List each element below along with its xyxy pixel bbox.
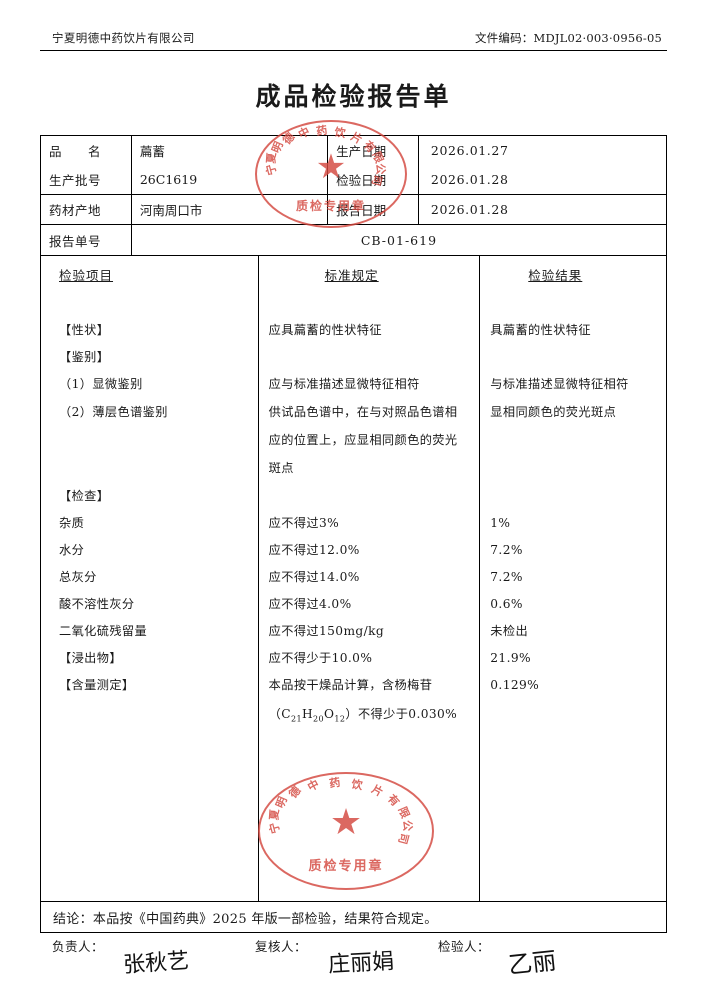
batch-value: 26C1619 xyxy=(130,165,329,195)
item-acid-insoluble: 酸不溶性灰分 xyxy=(59,597,135,611)
formula-prefix: （C xyxy=(268,707,291,721)
document-code-value: MDJL02·003·0956-05 xyxy=(533,31,662,45)
column-header-result: 检验结果 xyxy=(528,268,583,283)
standard-moisture: 应不得过12.0% xyxy=(268,543,360,557)
table-row: 品 名 萹蓄 生产日期 2026.01.27 xyxy=(40,135,668,165)
product-name-value: 萹蓄 xyxy=(130,135,329,165)
formula-h: H xyxy=(301,707,313,721)
item-impurities: 杂质 xyxy=(59,516,85,530)
formula-sub-o: 12 xyxy=(334,714,346,724)
report-date-value: 2026.01.28 xyxy=(417,194,668,225)
standard-acid-insoluble: 应不得过4.0% xyxy=(268,597,352,611)
inspector-label: 检验人： xyxy=(438,939,491,954)
item-assay: 【含量测定】 xyxy=(59,678,135,692)
formula-suffix: ）不得少于0.030% xyxy=(345,707,458,721)
report-no-value: CB-01-619 xyxy=(130,224,668,256)
reviewer-signature: 庄丽娟 xyxy=(327,949,395,978)
result-acid-insoluble: 0.6% xyxy=(490,597,523,611)
standard-impurities: 应不得过3% xyxy=(268,516,340,530)
item-so2-residue: 二氧化硫残留量 xyxy=(59,624,148,638)
standard-microscopic: 应与标准描述显微特征相符 xyxy=(268,377,420,391)
item-moisture: 水分 xyxy=(59,543,85,557)
document-header: 宁夏明德中药饮片有限公司 文件编码：MDJL02·003·0956-05 xyxy=(40,20,667,50)
inspection-date-value: 2026.01.28 xyxy=(417,165,668,195)
results-table: 检验项目 【性状】 【鉴别】 （1）显微鉴别 （2）薄层色谱鉴别 【检查】 杂质… xyxy=(40,256,667,902)
standard-total-ash: 应不得过14.0% xyxy=(268,570,360,584)
conclusion-table: 结论：本品按《中国药典》2025 年版一部检验，结果符合规定。 xyxy=(40,902,667,933)
results-item-column: 检验项目 【性状】 【鉴别】 （1）显微鉴别 （2）薄层色谱鉴别 【检查】 杂质… xyxy=(40,256,259,902)
item-jiancha: 【检查】 xyxy=(59,489,110,503)
formula-sub-c: 21 xyxy=(290,714,302,724)
results-result-column: 检验结果 具萹蓄的性状特征 与标准描述显微特征相符 显相同颜色的荧光斑点 1% … xyxy=(480,256,667,902)
table-row: 报告单号 CB-01-619 xyxy=(40,224,668,256)
document-code: 文件编码：MDJL02·003·0956-05 xyxy=(475,30,662,46)
standard-tlc-line3: 斑点 xyxy=(268,461,294,475)
formula-sub-h: 20 xyxy=(312,714,324,724)
standard-so2-residue: 应不得过150mg/kg xyxy=(268,624,385,638)
page-title: 成品检验报告单 xyxy=(255,82,452,111)
item-jianbie: 【鉴别】 xyxy=(59,350,110,364)
result-impurities: 1% xyxy=(490,516,511,530)
result-assay: 0.129% xyxy=(490,678,540,692)
origin-label: 药材产地 xyxy=(40,194,132,225)
signature-row: 负责人： 张秋艺 复核人： 庄丽娟 检验人： 乙丽 xyxy=(40,933,667,995)
product-name-label: 品 名 xyxy=(40,135,132,165)
manager-label: 负责人： xyxy=(52,939,105,954)
result-microscopic: 与标准描述显微特征相符 xyxy=(490,377,629,391)
result-xingzhuang: 具萹蓄的性状特征 xyxy=(490,323,591,337)
conclusion-text: 结论：本品按《中国药典》2025 年版一部检验，结果符合规定。 xyxy=(40,902,667,933)
origin-value: 河南周口市 xyxy=(130,194,329,225)
column-header-item: 检验项目 xyxy=(59,268,114,283)
result-total-ash: 7.2% xyxy=(490,570,523,584)
company-name: 宁夏明德中药饮片有限公司 xyxy=(52,31,195,45)
item-extractives: 【浸出物】 xyxy=(59,651,122,665)
report-date-label: 报告日期 xyxy=(327,194,419,225)
standard-extractives: 应不得少于10.0% xyxy=(268,651,373,665)
results-standard-column: 标准规定 应具萹蓄的性状特征 应与标准描述显微特征相符 供试品色谱中，在与对照品… xyxy=(258,256,481,902)
result-extractives: 21.9% xyxy=(490,651,531,665)
item-tlc: （2）薄层色谱鉴别 xyxy=(59,405,168,419)
standard-assay-line2: （C21H20O12）不得少于0.030% xyxy=(269,708,458,723)
header-divider xyxy=(40,50,667,51)
result-so2-residue: 未检出 xyxy=(490,624,529,638)
table-row: 药材产地 河南周口市 报告日期 2026.01.28 xyxy=(40,194,668,225)
production-date-label: 生产日期 xyxy=(327,135,419,165)
result-tlc: 显相同颜色的荧光斑点 xyxy=(490,405,617,419)
standard-tlc-line2: 应的位置上，应显相同颜色的荧光 xyxy=(268,433,458,447)
standard-assay-line1: 本品按干燥品计算，含杨梅苷 xyxy=(268,678,433,692)
manager-signature: 张秋艺 xyxy=(122,948,190,979)
reviewer-label: 复核人： xyxy=(255,939,308,954)
result-moisture: 7.2% xyxy=(490,543,523,557)
item-microscopic: （1）显微鉴别 xyxy=(59,377,143,391)
table-row: 生产批号 26C1619 检验日期 2026.01.28 xyxy=(40,165,668,195)
column-header-standard: 标准规定 xyxy=(324,268,379,283)
item-xingzhuang: 【性状】 xyxy=(59,323,110,337)
production-date-value: 2026.01.27 xyxy=(417,135,668,165)
standard-xingzhuang: 应具萹蓄的性状特征 xyxy=(268,323,382,337)
item-total-ash: 总灰分 xyxy=(59,570,97,584)
report-sheet: 宁夏明德中药饮片有限公司 文件编码：MDJL02·003·0956-05 成品检… xyxy=(40,20,668,995)
document-code-label: 文件编码： xyxy=(474,31,534,45)
info-table: 品 名 萹蓄 生产日期 2026.01.27 生产批号 26C1619 检验日期… xyxy=(40,135,668,256)
inspector-signature: 乙丽 xyxy=(506,946,558,980)
standard-tlc-line1: 供试品色谱中，在与对照品色谱相 xyxy=(268,405,458,419)
table-row: 结论：本品按《中国药典》2025 年版一部检验，结果符合规定。 xyxy=(40,902,667,933)
formula-o: O xyxy=(323,707,335,721)
batch-label: 生产批号 xyxy=(40,165,132,195)
inspection-date-label: 检验日期 xyxy=(327,165,419,195)
table-row: 检验项目 【性状】 【鉴别】 （1）显微鉴别 （2）薄层色谱鉴别 【检查】 杂质… xyxy=(40,256,667,902)
report-no-label: 报告单号 xyxy=(40,224,132,256)
